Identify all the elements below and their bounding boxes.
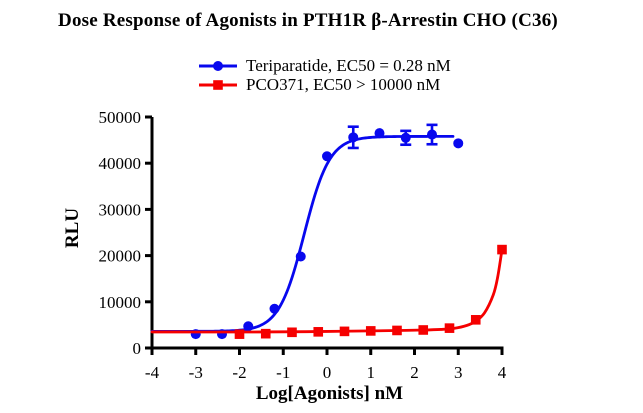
y-tick-label: 50000: [99, 108, 142, 127]
data-point-teriparatide: [322, 151, 332, 162]
data-point-pco371: [392, 325, 402, 336]
data-point-pco371: [287, 327, 297, 338]
pco371-line-square-icon: [199, 80, 237, 90]
x-tick-label: 3: [454, 363, 463, 382]
legend-label-pco371: PCO371, EC50 > 10000 nM: [246, 75, 441, 94]
legend-item-pco371: PCO371, EC50 > 10000 nM: [199, 75, 451, 94]
data-point-teriparatide: [348, 132, 359, 143]
x-tick-label: 0: [323, 363, 332, 382]
data-point-pco371: [339, 326, 350, 337]
data-point-pco371: [365, 326, 376, 336]
y-tick-label: 30000: [99, 200, 142, 219]
x-tick-label: -2: [232, 363, 246, 382]
y-tick-label: 40000: [99, 154, 142, 173]
x-tick-label: 2: [410, 363, 419, 382]
data-point-pco371: [470, 315, 481, 325]
teriparatide-line-circle-icon: [199, 61, 237, 71]
x-axis-title: Log[Agonists] nM: [255, 383, 404, 404]
x-tick-label: -1: [276, 363, 290, 382]
x-tick-label: -3: [189, 363, 203, 382]
chart-title: Dose Response of Agonists in PTH1R β-Arr…: [58, 10, 558, 31]
legend-label-teriparatide: Teriparatide, EC50 = 0.28 nM: [246, 56, 451, 75]
x-tick-label: 4: [498, 363, 507, 382]
legend-item-teriparatide: Teriparatide, EC50 = 0.28 nM: [199, 56, 451, 75]
data-point-teriparatide: [453, 138, 464, 149]
data-point-pco371: [497, 244, 507, 255]
data-point-pco371: [313, 327, 324, 337]
y-tick-label: 20000: [99, 247, 142, 266]
data-point-pco371: [444, 323, 455, 333]
data-point-teriparatide: [427, 129, 437, 140]
data-point-teriparatide: [400, 132, 411, 143]
data-point-teriparatide: [374, 128, 385, 139]
data-point-pco371: [260, 328, 271, 339]
data-point-pco371: [418, 325, 429, 335]
fit-curve-teriparatide: [150, 135, 455, 333]
y-tick-label: 0: [133, 339, 142, 358]
y-tick-label: 10000: [99, 293, 142, 312]
y-axis-title: RLU: [62, 207, 83, 249]
fit-curve-pco371: [150, 248, 504, 334]
legend: Teriparatide, EC50 = 0.28 nM PCO371, EC5…: [199, 56, 451, 95]
data-point-teriparatide: [295, 251, 306, 262]
data-point-pco371: [234, 329, 245, 339]
data-point-teriparatide: [269, 303, 280, 314]
x-tick-label: -4: [145, 363, 160, 382]
x-tick-label: 1: [367, 363, 376, 382]
data-point-teriparatide: [243, 321, 254, 332]
